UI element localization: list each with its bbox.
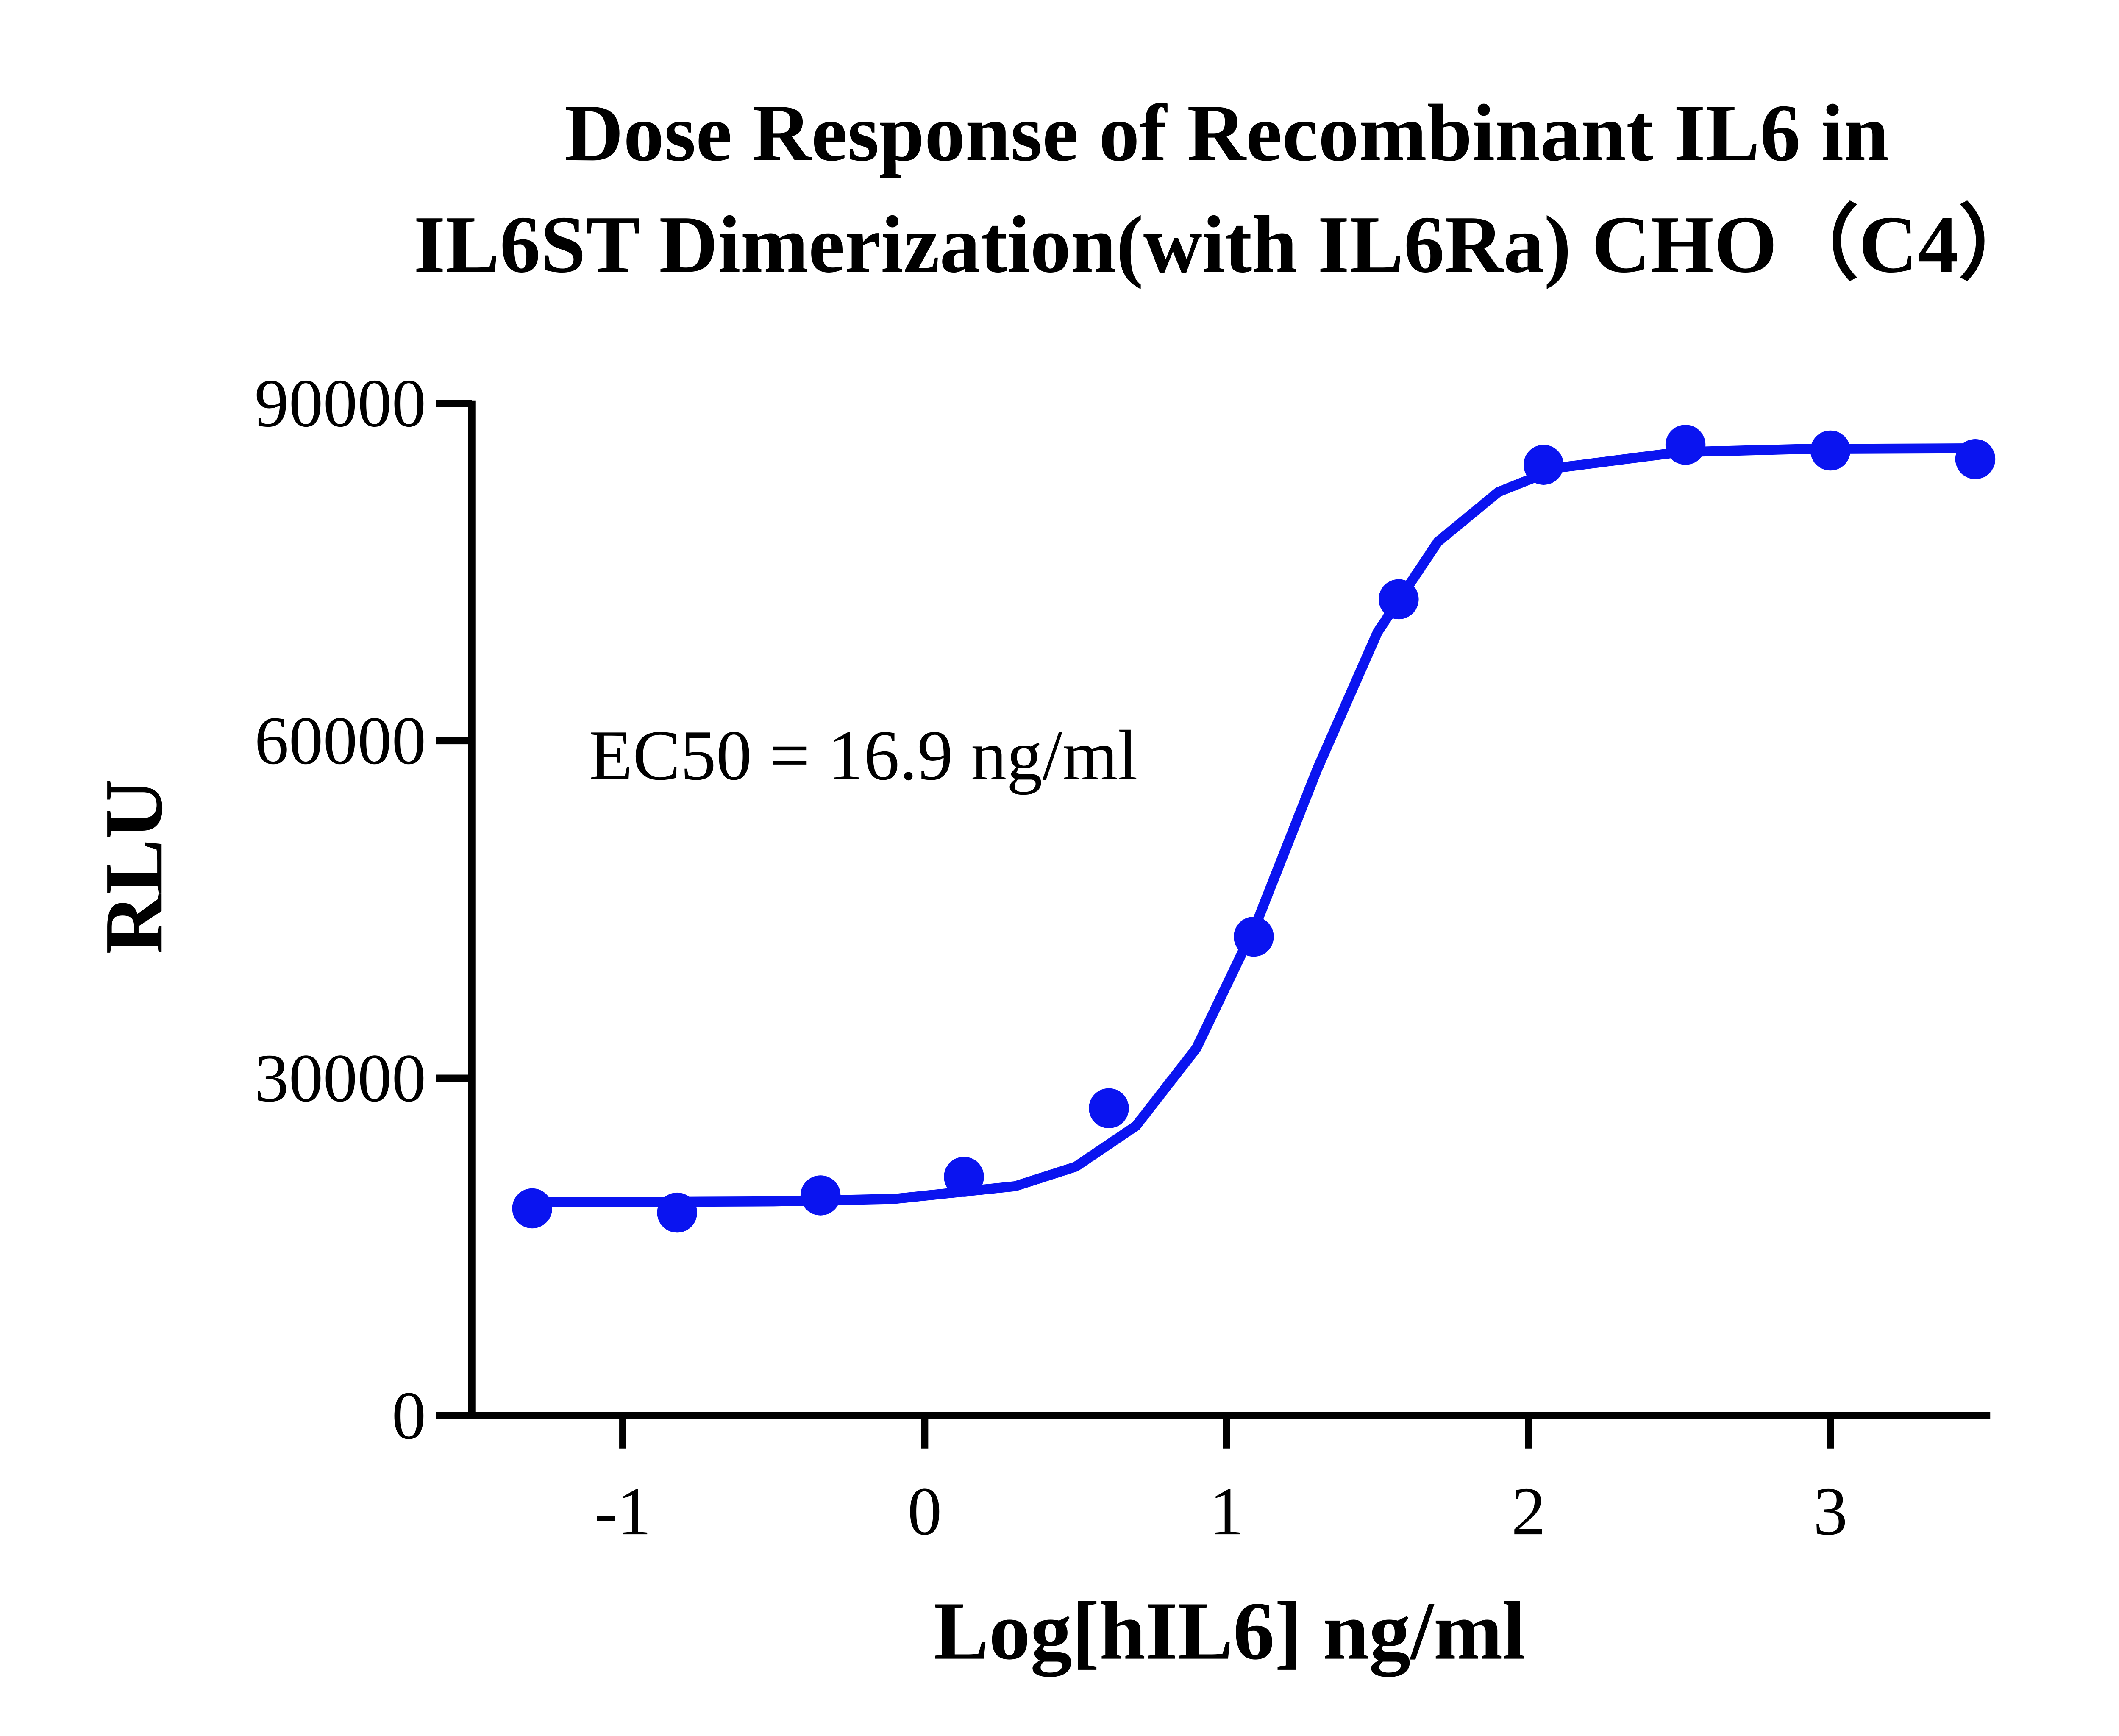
chart-title: IL6ST Dimerization(with IL6Ra) CHO（C4） bbox=[414, 199, 2040, 289]
y-tick-label: 0 bbox=[392, 1378, 426, 1454]
y-tick-label: 30000 bbox=[255, 1040, 426, 1116]
x-tick-label: -1 bbox=[594, 1474, 651, 1550]
annotation: EC50 = 16.9 ng/ml bbox=[589, 716, 1138, 795]
data-point bbox=[657, 1192, 697, 1233]
fit-curve bbox=[532, 443, 1982, 1207]
data-point bbox=[1089, 1088, 1129, 1129]
x-tick-label: 1 bbox=[1210, 1474, 1244, 1550]
data-point bbox=[944, 1157, 984, 1197]
y-tick-label: 60000 bbox=[255, 703, 426, 779]
x-tick-label: 3 bbox=[1813, 1474, 1848, 1550]
data-point bbox=[1665, 425, 1706, 465]
data-point bbox=[1810, 430, 1851, 471]
y-axis-label: RLU bbox=[88, 779, 180, 954]
data-point bbox=[512, 1188, 553, 1229]
x-axis-label: Log[hIL6] ng/ml bbox=[934, 1586, 1526, 1677]
chart-title: Dose Response of Recombinant IL6 in bbox=[565, 88, 1889, 178]
data-point bbox=[1379, 579, 1419, 620]
x-tick-label: 0 bbox=[907, 1474, 942, 1550]
x-tick-label: 2 bbox=[1511, 1474, 1546, 1550]
data-point bbox=[800, 1175, 841, 1216]
data-point bbox=[1524, 445, 1564, 485]
data-point bbox=[1234, 916, 1274, 957]
y-tick-label: 90000 bbox=[255, 366, 426, 442]
data-point bbox=[1955, 439, 1996, 479]
